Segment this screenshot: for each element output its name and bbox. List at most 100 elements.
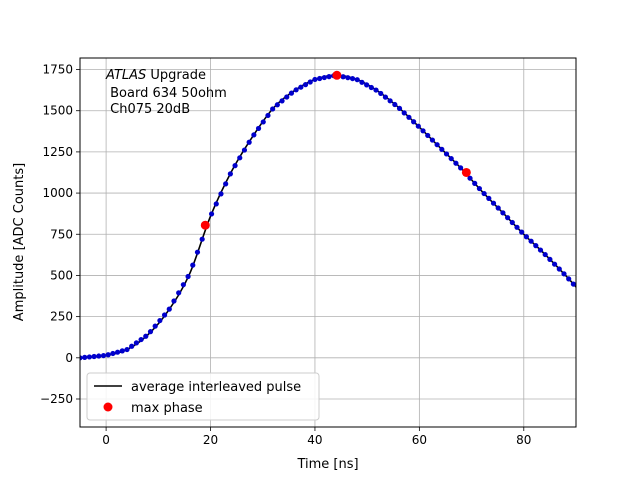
- sample-point: [321, 74, 327, 81]
- y-tick-label: 750: [50, 227, 73, 241]
- sample-point: [100, 352, 107, 359]
- sample-point: [505, 215, 511, 221]
- sample-point: [443, 151, 450, 157]
- sample-point: [373, 87, 379, 93]
- sample-point: [490, 200, 497, 206]
- sample-point: [223, 181, 229, 187]
- sample-point: [255, 125, 262, 132]
- sample-point: [359, 79, 365, 85]
- y-tick-label: 500: [50, 268, 73, 282]
- legend: average interleaved pulse max phase: [86, 372, 320, 421]
- sample-point: [185, 273, 191, 280]
- atlas-annotation: ATLAS Upgrade Board 634 50ohm Ch075 20dB: [105, 68, 227, 117]
- sample-point: [406, 114, 412, 120]
- y-tick-label: 1750: [42, 63, 73, 77]
- sample-point: [80, 355, 83, 361]
- sample-point: [138, 336, 144, 343]
- atlas-label: ATLAS: [105, 68, 146, 83]
- y-tick-label: −250: [40, 392, 73, 406]
- sample-point: [500, 210, 506, 216]
- sample-point: [570, 281, 576, 287]
- sample-point: [345, 75, 351, 81]
- legend-entry-pulse: average interleaved pulse: [131, 380, 301, 395]
- sample-point: [190, 262, 196, 268]
- sample-point: [537, 247, 544, 253]
- sample-point: [486, 195, 492, 201]
- y-tick-label: 1500: [42, 104, 73, 118]
- max-phase-marker: [461, 167, 471, 177]
- y-tick-label: 250: [50, 310, 73, 324]
- sample-point: [260, 119, 266, 125]
- sample-point: [251, 132, 257, 138]
- sample-point: [246, 139, 252, 145]
- plot-area: [80, 70, 576, 361]
- sample-point: [105, 352, 111, 358]
- sample-point: [364, 82, 370, 88]
- sample-point: [176, 290, 182, 296]
- sample-point: [157, 317, 163, 324]
- sample-point: [382, 94, 389, 100]
- sample-point: [523, 234, 530, 240]
- sample-point: [411, 119, 417, 125]
- axes-frame: [79, 57, 577, 428]
- x-tick-label: 40: [307, 433, 322, 447]
- sample-point: [147, 329, 154, 335]
- sample-point: [326, 74, 332, 80]
- sample-point: [349, 75, 356, 82]
- sample-point: [114, 349, 121, 355]
- sample-point: [241, 147, 248, 153]
- sample-point: [302, 82, 309, 88]
- sample-point: [317, 75, 323, 82]
- sample-point: [199, 236, 205, 242]
- sample-point: [312, 76, 318, 83]
- sample-point: [307, 79, 313, 85]
- sample-point: [425, 132, 431, 139]
- sample-point: [96, 353, 102, 359]
- sample-point: [439, 146, 445, 152]
- max-phase-marker: [200, 220, 210, 230]
- sample-point: [556, 266, 562, 272]
- sample-point: [561, 271, 567, 277]
- sample-point: [519, 229, 525, 235]
- sample-point: [387, 98, 393, 104]
- annotation-line-2: Board 634 50ohm: [106, 86, 227, 101]
- max-phase-marker: [332, 70, 342, 80]
- sample-point: [180, 282, 186, 288]
- sample-point: [542, 251, 548, 258]
- sample-point: [434, 142, 440, 148]
- sample-point: [396, 105, 403, 112]
- sample-point: [415, 123, 421, 129]
- x-tick-label: 20: [203, 433, 218, 447]
- sample-point: [401, 110, 407, 116]
- sample-point: [208, 211, 215, 217]
- sample-point: [129, 343, 135, 349]
- x-tick-label: 0: [102, 433, 110, 447]
- sample-point: [166, 306, 172, 312]
- legend-box: [86, 372, 320, 421]
- y-axis-label: Amplitude [ADC Counts]: [12, 163, 27, 321]
- legend-marker-swatch: [103, 402, 113, 412]
- sample-point: [528, 238, 534, 244]
- sample-point: [91, 353, 97, 360]
- sample-point: [368, 84, 374, 91]
- y-tick-label: 0: [65, 351, 73, 365]
- sample-point: [213, 201, 219, 207]
- series-group: [80, 70, 576, 361]
- y-tick-label: 1250: [42, 145, 73, 159]
- sample-point: [458, 165, 464, 171]
- sample-point: [354, 77, 360, 83]
- sample-point: [566, 276, 572, 282]
- sample-point: [429, 137, 436, 143]
- sample-point: [194, 249, 201, 255]
- sample-point: [547, 256, 553, 262]
- sample-point: [551, 261, 558, 267]
- sample-point: [472, 180, 478, 186]
- sample-point: [270, 106, 276, 112]
- sample-point: [232, 163, 238, 169]
- sample-point: [143, 333, 149, 339]
- legend-entry-max-phase: max phase: [131, 401, 203, 416]
- sample-point: [476, 185, 483, 192]
- sample-point: [265, 112, 271, 119]
- sample-point: [152, 323, 158, 329]
- sample-point: [82, 354, 88, 360]
